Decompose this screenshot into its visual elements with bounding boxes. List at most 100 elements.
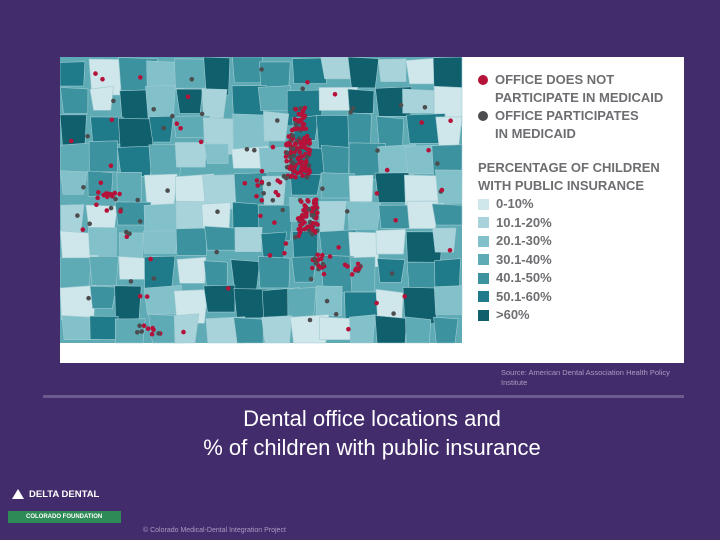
office-dot — [275, 178, 280, 183]
office-dot — [284, 150, 290, 156]
county-region — [347, 112, 372, 146]
office-dot — [255, 183, 260, 188]
office-dot — [374, 300, 379, 306]
office-dot — [349, 272, 355, 277]
office-dot — [422, 105, 428, 110]
office-dot — [214, 249, 219, 255]
office-dot — [304, 158, 309, 164]
office-dots — [69, 67, 453, 337]
office-dot — [296, 155, 301, 160]
office-dot — [299, 139, 305, 144]
office-dot — [310, 220, 316, 226]
office-dot — [304, 175, 310, 180]
office-dot — [293, 122, 299, 127]
legend-percentage-title-line1: PERCENTAGE OF CHILDREN — [478, 160, 660, 175]
logo-top: DELTA DENTAL — [8, 485, 121, 503]
office-dot — [111, 98, 116, 104]
office-dot — [313, 216, 319, 221]
office-dot — [117, 191, 122, 197]
office-dot — [320, 186, 325, 191]
office-dot — [270, 144, 276, 150]
legend-range-item: 10.1-20% — [478, 214, 678, 233]
legend-ranges: 0-10% 10.1-20% 20.1-30% 30.1-40% 40.1-50% 50.… — [478, 195, 678, 325]
office-dot — [292, 117, 298, 122]
office-dot — [327, 254, 333, 259]
office-dot — [439, 187, 445, 193]
county-region — [174, 142, 207, 168]
office-dot — [258, 213, 263, 219]
county-region — [347, 57, 380, 89]
office-dot — [310, 265, 315, 271]
county-region — [432, 57, 463, 89]
office-dot — [75, 213, 80, 218]
range-label: 20.1-30% — [496, 233, 552, 249]
office-dot — [103, 191, 109, 196]
caption: Dental office locations and % of childre… — [60, 404, 684, 462]
office-dot — [447, 248, 453, 253]
office-dot — [317, 264, 323, 270]
office-dot — [259, 179, 265, 185]
office-dot — [98, 180, 104, 186]
office-dot — [300, 144, 306, 150]
office-dot — [118, 209, 123, 214]
office-dot — [320, 261, 326, 267]
county-region — [204, 143, 229, 164]
county-region — [377, 58, 407, 82]
legend-participate-line2: IN MEDICAID — [495, 126, 576, 141]
county-region — [257, 85, 291, 112]
office-dot — [333, 311, 339, 317]
office-dot — [288, 174, 294, 179]
county-region — [175, 227, 207, 256]
county-region — [89, 285, 117, 309]
office-dot — [310, 232, 315, 237]
county-region — [374, 172, 410, 203]
office-dot — [226, 286, 231, 291]
office-dot — [291, 146, 296, 152]
county-region — [116, 145, 154, 177]
county-region — [148, 115, 174, 143]
gray-dot-icon — [478, 111, 488, 121]
divider — [43, 395, 684, 398]
county-region — [261, 315, 293, 344]
office-dot — [306, 163, 312, 168]
office-dot — [300, 126, 305, 131]
office-dot — [282, 250, 287, 256]
map-panel: OFFICE DOES NOT PARTICIPATE IN MEDICAID … — [60, 57, 684, 363]
office-dot — [87, 221, 92, 227]
range-swatch — [478, 291, 489, 303]
county-region — [89, 256, 119, 286]
office-dot — [304, 139, 309, 145]
county-region — [290, 174, 322, 196]
county-region — [431, 203, 463, 226]
office-dot — [298, 223, 303, 228]
range-swatch — [478, 272, 489, 284]
caption-line1: Dental office locations and — [243, 406, 501, 431]
office-dot — [303, 126, 309, 132]
office-dot — [290, 133, 295, 138]
county-region — [145, 85, 176, 123]
office-dot — [313, 261, 319, 266]
office-dot — [310, 206, 316, 211]
red-dot-icon — [478, 75, 488, 85]
office-dot — [165, 188, 170, 193]
office-dot — [108, 163, 114, 169]
office-dot — [127, 231, 132, 236]
office-dot — [107, 191, 113, 197]
office-dot — [296, 226, 302, 232]
legend-not-participate: OFFICE DOES NOT PARTICIPATE IN MEDICAID — [478, 71, 678, 107]
office-dot — [348, 109, 354, 115]
county-region — [87, 227, 117, 256]
office-dot — [156, 331, 161, 336]
legend-participate: OFFICE PARTICIPATES IN MEDICAID — [478, 107, 678, 143]
legend-percentage-title-line2: WITH PUBLIC INSURANCE — [478, 178, 645, 193]
office-dot — [135, 330, 140, 335]
office-dot — [242, 181, 248, 186]
office-dot — [267, 253, 273, 258]
office-dot — [281, 174, 287, 179]
legend-range-item: 30.1-40% — [478, 251, 678, 270]
office-dot — [320, 252, 325, 258]
office-dot — [300, 109, 306, 114]
office-dot — [283, 154, 289, 159]
office-dot — [86, 295, 91, 301]
office-dot — [356, 266, 362, 272]
